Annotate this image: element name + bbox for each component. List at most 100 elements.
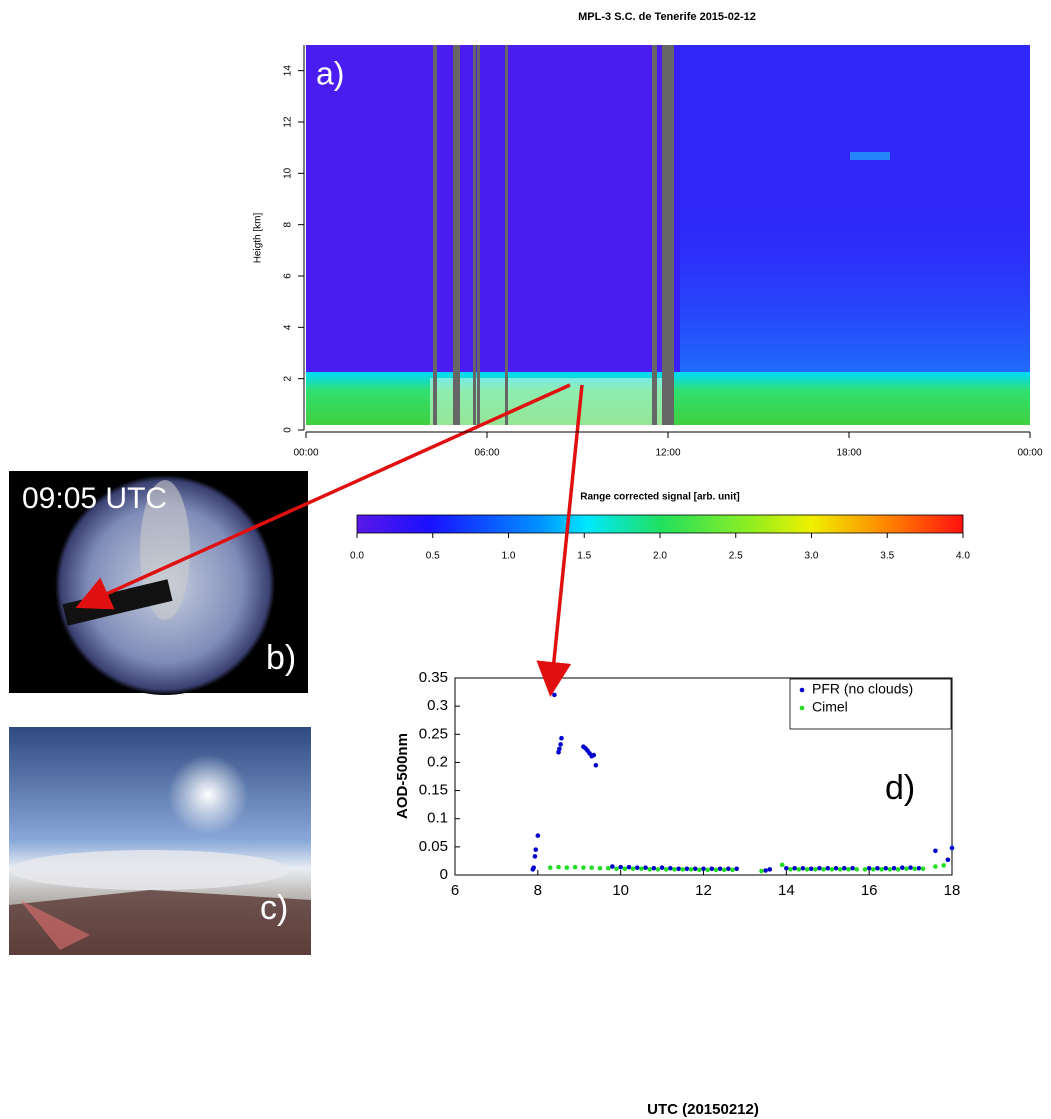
data-point: [912, 866, 918, 872]
colorbar-tick-label: 3.0: [805, 551, 819, 562]
data-point: [552, 692, 557, 698]
colorbar-tick-label: 1.0: [502, 551, 516, 562]
colorbar-tick-label: 4.0: [956, 551, 970, 562]
data-point: [672, 867, 677, 872]
x-tick-label: 00:00: [1017, 448, 1042, 459]
data-point: [949, 845, 955, 851]
data-point: [659, 865, 665, 870]
y-tick-label: 0: [440, 866, 448, 883]
data-point: [871, 867, 876, 872]
data-point: [709, 866, 715, 872]
y-tick-label: 0.1: [427, 810, 448, 827]
data-point: [734, 866, 739, 872]
data-point: [904, 866, 909, 872]
x-tick-label: 06:00: [474, 448, 499, 459]
data-point: [680, 867, 686, 872]
legend: [789, 678, 952, 730]
data-point: [763, 868, 768, 873]
x-tick-label: 14: [778, 882, 795, 899]
data-point: [759, 868, 764, 874]
data-point: [850, 865, 855, 871]
y-tick-label: 0: [283, 427, 294, 433]
data-point: [900, 865, 905, 870]
data-point: [941, 863, 947, 868]
legend-label: PFR (no clouds): [812, 681, 913, 697]
y-axis-label: Heigth [km]: [253, 212, 264, 263]
y-tick-label: 0.3: [427, 697, 448, 714]
data-point: [647, 867, 652, 872]
data-point: [564, 865, 570, 870]
y-tick-label: 4: [283, 324, 294, 330]
data-point: [684, 866, 690, 872]
data-point: [532, 854, 538, 859]
data-point: [788, 867, 793, 872]
data-point: [846, 867, 851, 872]
data-point: [697, 867, 702, 873]
data-point: [614, 866, 619, 872]
data-point: [813, 867, 818, 872]
data-point: [618, 864, 623, 870]
y-tick-label: 8: [283, 221, 294, 227]
lidar-image: [306, 45, 1030, 430]
photo-c: c): [9, 727, 311, 955]
data-point: [605, 865, 611, 871]
y-tick-label: 10: [283, 167, 294, 179]
x-tick-label: 10: [612, 882, 629, 899]
data-point: [639, 866, 644, 872]
panel-label: c): [260, 889, 288, 927]
data-point: [559, 735, 564, 741]
data-point: [854, 867, 860, 872]
arrow: [75, 383, 571, 610]
data-point: [916, 865, 922, 871]
data-point: [804, 867, 810, 872]
data-point: [626, 864, 632, 870]
data-point: [933, 848, 938, 854]
x-tick-label: 00:00: [293, 448, 318, 459]
y-tick-label: 6: [283, 273, 294, 279]
data-point: [643, 865, 648, 870]
x-tick-label: 6: [451, 882, 459, 899]
data-point: [837, 867, 843, 872]
data-point: [572, 864, 578, 870]
data-point: [688, 867, 694, 872]
data-point: [875, 865, 880, 871]
data-point: [730, 867, 735, 873]
data-point: [676, 866, 681, 872]
data-point: [557, 746, 562, 752]
y-tick-label: 0.05: [419, 838, 448, 855]
panel-label: d): [885, 769, 915, 807]
data-point: [610, 864, 615, 869]
y-tick-label: 0.25: [419, 725, 448, 742]
y-tick-label: 12: [283, 116, 294, 128]
data-point: [630, 866, 636, 872]
data-point: [591, 752, 597, 758]
data-point: [887, 867, 893, 872]
data-point: [817, 865, 822, 871]
colorbar-tick-label: 2.5: [729, 551, 743, 562]
data-point: [558, 742, 563, 747]
data-point: [825, 865, 831, 871]
data-point: [717, 866, 723, 872]
photo-b: 09:05 UTC b): [9, 471, 308, 695]
data-point: [833, 865, 839, 871]
data-point: [895, 867, 901, 872]
data-point: [531, 865, 536, 870]
colorbar-tick-label: 0.0: [350, 551, 364, 562]
data-point: [547, 865, 553, 870]
data-point: [593, 762, 599, 768]
legend-marker: [799, 687, 805, 693]
data-point: [792, 865, 797, 871]
data-point: [883, 865, 889, 871]
data-point: [655, 867, 661, 872]
data-point: [535, 833, 541, 838]
y-tick-label: 0.2: [427, 753, 448, 770]
panel-label: a): [316, 55, 344, 91]
chart-title: MPL-3 S.C. de Tenerife 2015-02-12: [578, 11, 756, 23]
colorbar-tick-label: 1.5: [577, 551, 591, 562]
data-point: [713, 867, 719, 873]
legend-marker: [799, 705, 805, 711]
photo-caption: 09:05 UTC: [22, 482, 167, 515]
x-tick-label: 12:00: [655, 448, 680, 459]
